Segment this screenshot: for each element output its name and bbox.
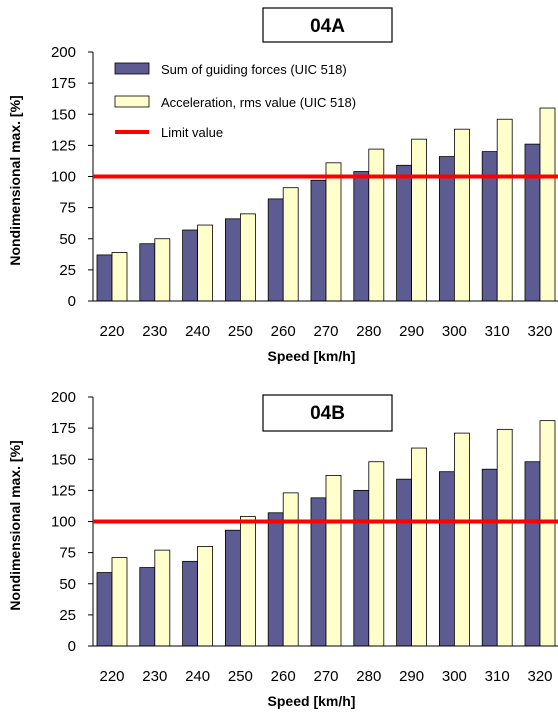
x-tick-label: 280 (356, 668, 381, 685)
x-tick-label: 220 (99, 323, 124, 340)
bar-guiding-forces (481, 468, 498, 647)
y-tick-label: 200 (51, 389, 76, 406)
legend-label-limit: Limit value (161, 125, 223, 140)
x-tick-label: 310 (485, 323, 510, 340)
y-tick-label: 50 (59, 231, 76, 248)
y-tick-label: 0 (68, 293, 76, 310)
bar-acceleration (111, 252, 128, 302)
y-tick-label: 0 (68, 638, 76, 655)
chart-legend: Sum of guiding forces (UIC 518) Accelerat… (114, 62, 356, 140)
y-tick-label: 125 (51, 137, 76, 154)
x-tick-label: 290 (399, 323, 424, 340)
x-tick-label: 250 (228, 668, 253, 685)
y-tick-label: 50 (59, 576, 76, 593)
bar-guiding-forces (396, 164, 413, 302)
bar-acceleration (325, 162, 342, 302)
chart-title-box (262, 7, 393, 43)
bar-acceleration (539, 107, 556, 302)
bar-guiding-forces (396, 478, 413, 647)
bar-acceleration (325, 475, 342, 647)
bar-acceleration (411, 447, 428, 647)
bar-acceleration (368, 148, 385, 302)
bar-guiding-forces (96, 572, 113, 647)
y-tick-label: 200 (51, 44, 76, 61)
y-axis-title: Nondimensional max. [%] (7, 440, 23, 610)
y-tick-label: 25 (59, 607, 76, 624)
x-tick-label: 310 (485, 668, 510, 685)
bar-acceleration (453, 128, 470, 302)
bar-acceleration (239, 213, 256, 302)
x-tick-label: 230 (142, 668, 167, 685)
legend-label-guiding: Sum of guiding forces (UIC 518) (161, 62, 347, 77)
bar-guiding-forces (267, 512, 284, 647)
bar-acceleration (154, 549, 171, 647)
x-tick-label: 300 (442, 323, 467, 340)
x-tick-label: 240 (185, 323, 210, 340)
x-tick-label: 320 (527, 668, 552, 685)
y-tick-label: 75 (59, 200, 76, 217)
x-tick-label: 250 (228, 323, 253, 340)
x-axis-title: Speed [km/h] (268, 348, 356, 364)
y-tick-label: 100 (51, 169, 76, 186)
bar-acceleration (239, 516, 256, 647)
legend-swatch-guiding (114, 62, 150, 75)
bar-guiding-forces (224, 218, 241, 302)
bar-guiding-forces (310, 179, 327, 302)
bar-guiding-forces (182, 229, 199, 302)
bar-acceleration (111, 557, 128, 647)
y-tick-label: 175 (51, 420, 76, 437)
y-tick-label: 175 (51, 75, 76, 92)
bar-guiding-forces (224, 529, 241, 647)
x-tick-label: 290 (399, 668, 424, 685)
y-tick-label: 25 (59, 262, 76, 279)
x-tick-label: 260 (271, 668, 296, 685)
chart-title: 04B (310, 403, 345, 424)
bar-guiding-forces (438, 471, 455, 647)
bar-acceleration (539, 420, 556, 647)
x-tick-label: 240 (185, 668, 210, 685)
bar-guiding-forces (524, 143, 541, 302)
bar-acceleration (282, 187, 299, 302)
chart-panel-04a: 04A 0 25 50 75 100 125 150 175 200 220 230 240 250 260… (7, 7, 558, 364)
bar-guiding-forces (353, 489, 370, 647)
x-tick-label: 320 (527, 323, 552, 340)
bar-acceleration (453, 432, 470, 647)
bar-guiding-forces (524, 461, 541, 647)
x-tick-label: 270 (313, 668, 338, 685)
x-tick-label: 300 (442, 668, 467, 685)
bar-acceleration (496, 428, 513, 647)
x-tick-label: 230 (142, 323, 167, 340)
bar-acceleration (496, 118, 513, 302)
bar-acceleration (282, 492, 299, 647)
y-axis-title: Nondimensional max. [%] (7, 95, 23, 265)
x-tick-label: 270 (313, 323, 338, 340)
x-tick-label: 260 (271, 323, 296, 340)
y-tick-label: 75 (59, 545, 76, 562)
y-tick-label: 100 (51, 514, 76, 531)
chart-panel-04b: 04B 0 25 50 75 100 125 150 175 200 220 230 240 250 260… (7, 389, 558, 709)
chart-title: 04A (310, 16, 345, 37)
x-tick-label: 220 (99, 668, 124, 685)
bar-acceleration (154, 238, 171, 302)
y-tick-label: 150 (51, 451, 76, 468)
legend-label-acceleration: Acceleration, rms value (UIC 518) (161, 95, 356, 110)
bar-guiding-forces (139, 243, 156, 302)
x-tick-label: 280 (356, 323, 381, 340)
legend-swatch-acceleration (114, 95, 150, 108)
y-tick-label: 150 (51, 106, 76, 123)
x-axis-title: Speed [km/h] (268, 693, 356, 709)
bar-acceleration (368, 461, 385, 647)
bar-guiding-forces (139, 567, 156, 647)
chart-title-box (262, 394, 393, 432)
bar-acceleration (197, 546, 214, 647)
bar-guiding-forces (182, 560, 199, 647)
bar-guiding-forces (481, 151, 498, 302)
bar-guiding-forces (267, 198, 284, 302)
y-tick-label: 125 (51, 482, 76, 499)
bar-acceleration (197, 224, 214, 302)
bar-guiding-forces (96, 254, 113, 302)
bar-acceleration (411, 138, 428, 302)
bar-guiding-forces (353, 171, 370, 302)
